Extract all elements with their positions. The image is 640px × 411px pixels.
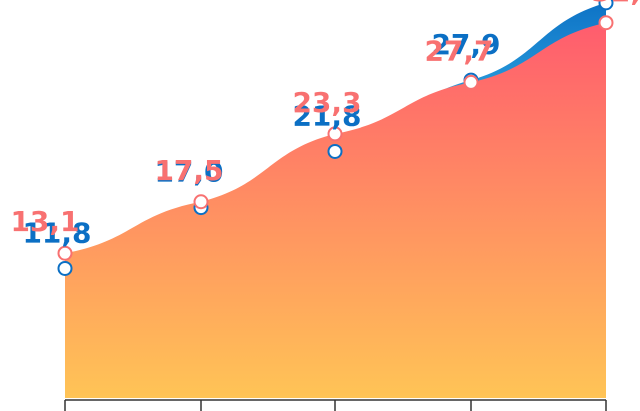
series-2-point-1 [57, 245, 73, 261]
series-1-point-1 [57, 260, 73, 276]
series-2-point-2 [193, 194, 209, 210]
series-2-area [65, 22, 606, 399]
series-1-label-1: 11,8 [22, 216, 91, 249]
series-1-label-3: 21,8 [292, 99, 361, 132]
series-1-point-5 [598, 0, 614, 11]
series-2-point-5 [598, 15, 614, 31]
series-2-label-3: 23,3 [292, 86, 361, 119]
series-2-point-4 [463, 74, 479, 90]
points-layer [57, 0, 614, 276]
series-1-label-2: 17,0 [154, 156, 223, 189]
x-axis [64, 399, 607, 411]
data-labels-layer: 11,817,021,827,934,513,117,523,327,732,8 [10, 0, 640, 249]
series-2-point-3 [327, 126, 343, 142]
series-2-label-5: 32,8 [591, 0, 640, 8]
series-2-label-4: 27,7 [424, 34, 493, 67]
series-1-label-4: 27,9 [431, 28, 500, 61]
series-2-label-1: 13,1 [10, 205, 79, 238]
series-1-point-3 [327, 143, 343, 159]
series-2-label-2: 17,5 [154, 154, 223, 187]
areas-layer [65, 2, 606, 399]
